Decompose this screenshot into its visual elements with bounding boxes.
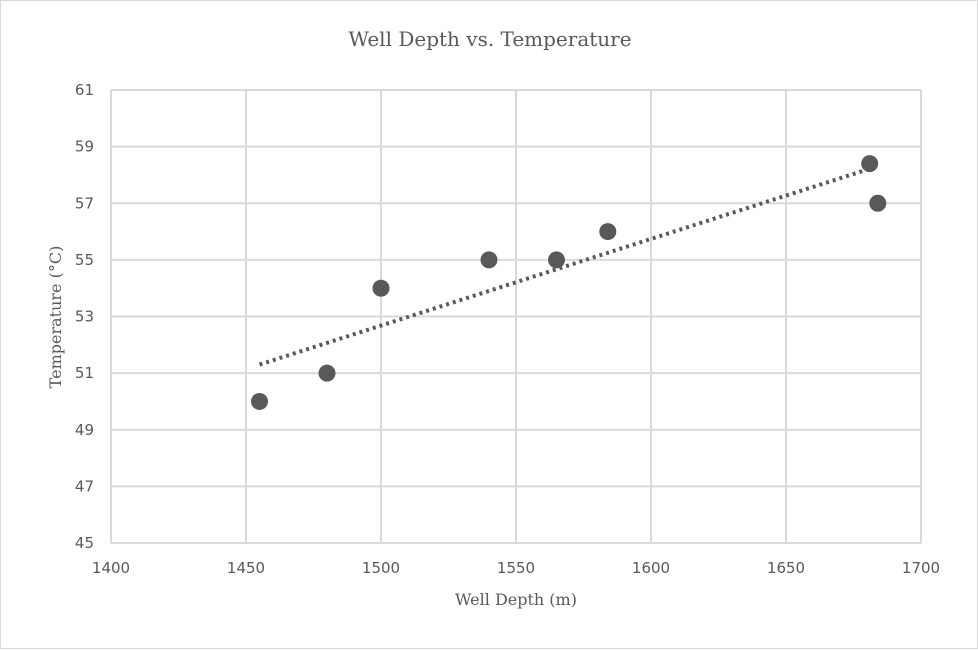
y-tick-label: 59	[75, 138, 94, 156]
y-tick-label: 45	[75, 534, 94, 552]
grid-horizontal-lines	[111, 89, 921, 544]
data-point	[480, 251, 498, 269]
data-point	[372, 279, 390, 297]
y-tick-label: 53	[75, 308, 94, 326]
x-axis-title: Well Depth (m)	[455, 590, 577, 609]
y-tick-label: 49	[75, 421, 94, 439]
x-tick-label: 1600	[632, 559, 670, 577]
y-axis-title: Temperature (°C)	[46, 246, 65, 389]
y-tick-labels: 45 47 49 51 53 55 57 59 61	[75, 81, 94, 552]
data-point	[599, 223, 617, 241]
trendline	[258, 166, 871, 367]
y-tick-label: 61	[75, 81, 94, 99]
data-point	[548, 251, 565, 269]
data-point	[869, 194, 887, 212]
x-tick-labels: 1400 1450 1500 1550 1600 1650 1700	[92, 559, 940, 577]
x-tick-label: 1400	[92, 559, 130, 577]
chart-title: Well Depth vs. Temperature	[348, 27, 631, 51]
y-tick-label: 51	[75, 364, 94, 382]
x-tick-label: 1500	[362, 559, 400, 577]
y-tick-label: 55	[75, 251, 94, 269]
data-point	[318, 364, 336, 382]
x-tick-label: 1700	[902, 559, 940, 577]
data-point	[861, 155, 879, 173]
x-tick-label: 1550	[497, 559, 535, 577]
y-tick-label: 47	[75, 477, 94, 495]
x-tick-label: 1450	[227, 559, 265, 577]
x-tick-label: 1650	[767, 559, 805, 577]
y-tick-label: 57	[75, 194, 94, 212]
data-points	[251, 155, 887, 410]
data-point	[251, 392, 268, 410]
